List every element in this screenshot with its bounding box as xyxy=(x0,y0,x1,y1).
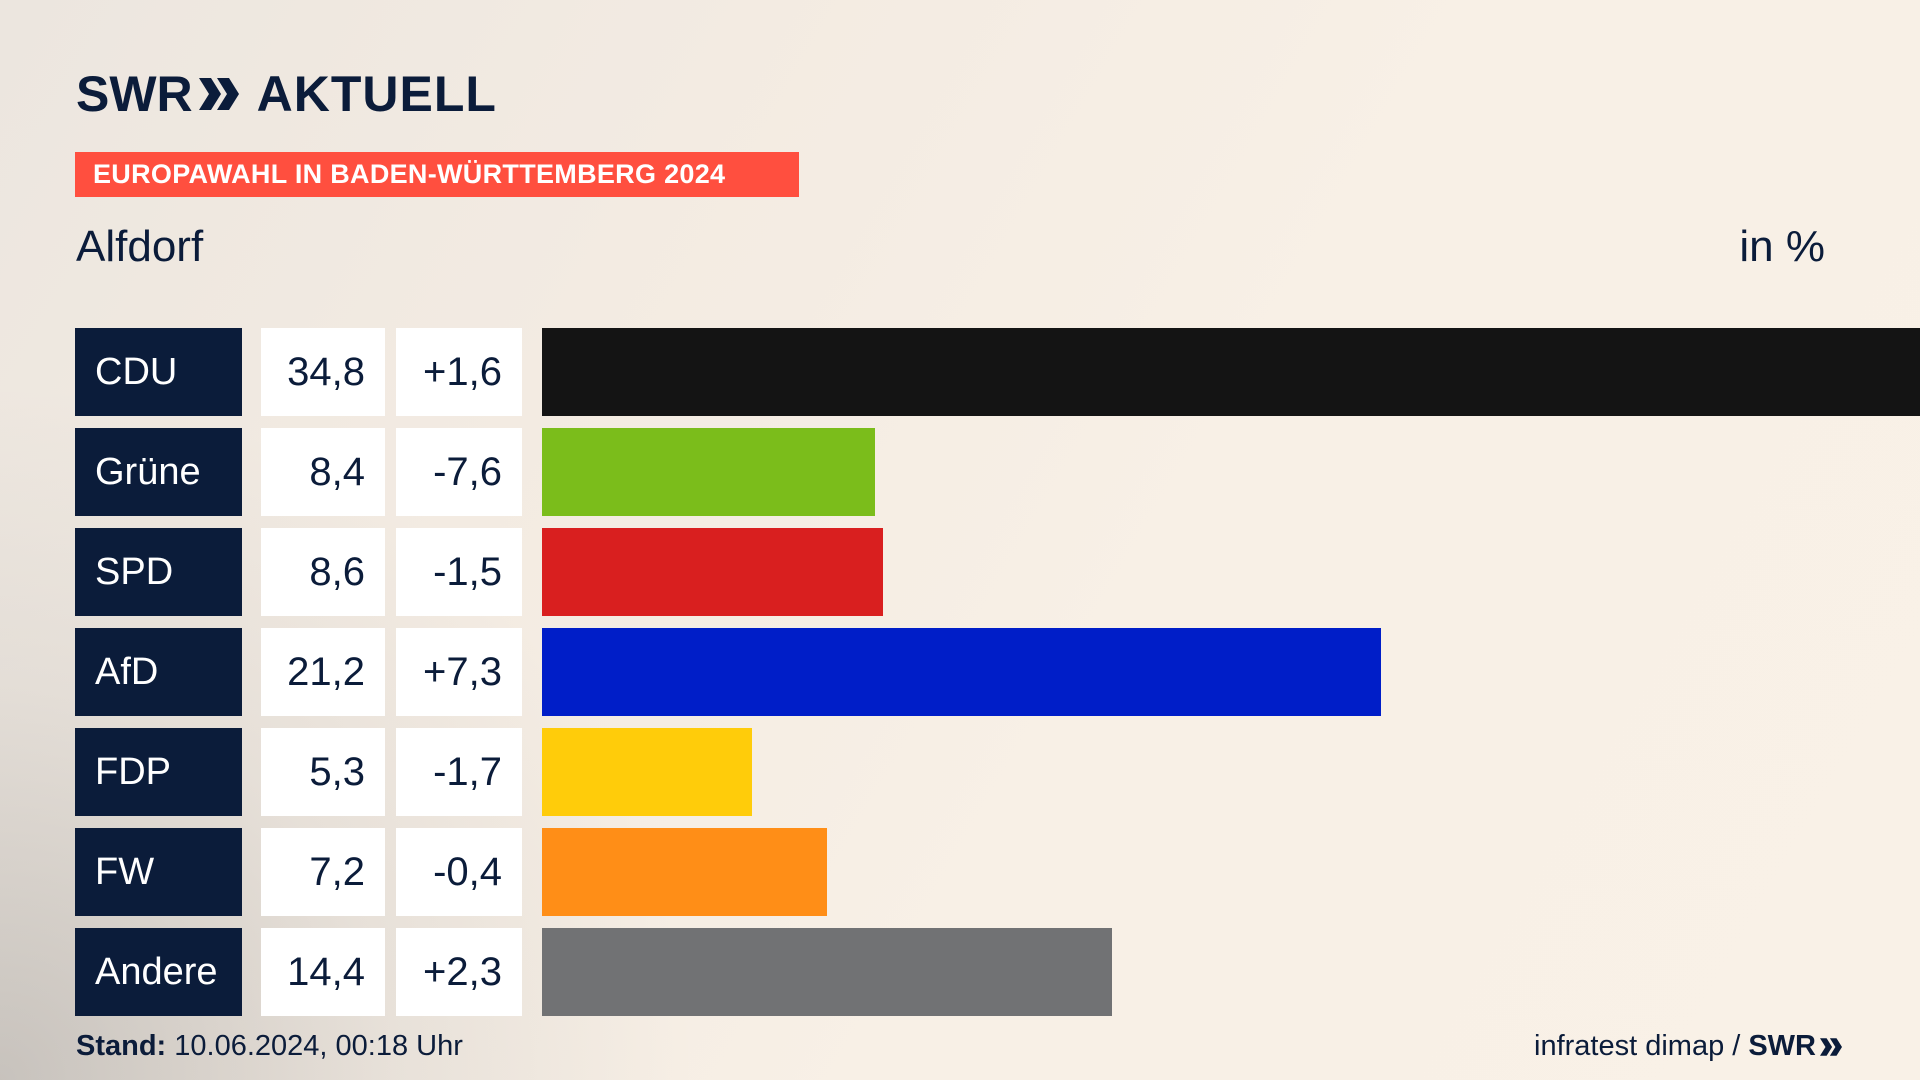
vote-share-label: 34,8 xyxy=(261,328,385,416)
stand-value: 10.06.2024, 00:18 Uhr xyxy=(174,1030,463,1062)
vote-share-label: 14,4 xyxy=(261,928,385,1016)
party-label: CDU xyxy=(75,328,242,416)
party-label: AfD xyxy=(75,628,242,716)
vote-change-label: -1,5 xyxy=(396,528,522,616)
vote-share-label: 21,2 xyxy=(261,628,385,716)
footer-stand: Stand: 10.06.2024, 00:18 Uhr xyxy=(76,1030,463,1063)
vote-share-label: 8,4 xyxy=(261,428,385,516)
footer-source: infratest dimap / SWR xyxy=(1534,1030,1844,1063)
vote-share-label: 8,6 xyxy=(261,528,385,616)
stand-label: Stand: xyxy=(76,1030,167,1062)
party-label: SPD xyxy=(75,528,242,616)
result-bar xyxy=(542,428,875,516)
party-label: FDP xyxy=(75,728,242,816)
result-bar xyxy=(542,928,1113,1016)
double-chevron-icon xyxy=(1820,1037,1842,1056)
logo-swr-text: SWR xyxy=(76,66,193,122)
vote-share-label: 5,3 xyxy=(261,728,385,816)
double-chevron-icon xyxy=(198,78,239,110)
result-bar xyxy=(542,328,1920,416)
swr-aktuell-logo: SWR AKTUELL xyxy=(76,64,497,124)
source-brand: SWR xyxy=(1748,1030,1844,1063)
vote-change-label: -7,6 xyxy=(396,428,522,516)
place-title: Alfdorf xyxy=(76,222,204,271)
unit-label: in % xyxy=(1739,222,1825,271)
result-bar xyxy=(542,628,1382,716)
source-text: infratest dimap / xyxy=(1534,1030,1741,1062)
party-label: Grüne xyxy=(75,428,242,516)
logo-product-text: AKTUELL xyxy=(256,66,497,122)
result-bar xyxy=(542,528,883,616)
party-label: FW xyxy=(75,828,242,916)
election-banner: EUROPAWAHL IN BADEN-WÜRTTEMBERG 2024 xyxy=(75,152,799,197)
vote-change-label: -1,7 xyxy=(396,728,522,816)
party-label: Andere xyxy=(75,928,242,1016)
vote-change-label: +1,6 xyxy=(396,328,522,416)
source-brand-text: SWR xyxy=(1748,1030,1816,1062)
vote-share-label: 7,2 xyxy=(261,828,385,916)
result-bar xyxy=(542,828,828,916)
vote-change-label: +7,3 xyxy=(396,628,522,716)
result-bar xyxy=(542,728,752,816)
vote-change-label: +2,3 xyxy=(396,928,522,1016)
vote-change-label: -0,4 xyxy=(396,828,522,916)
